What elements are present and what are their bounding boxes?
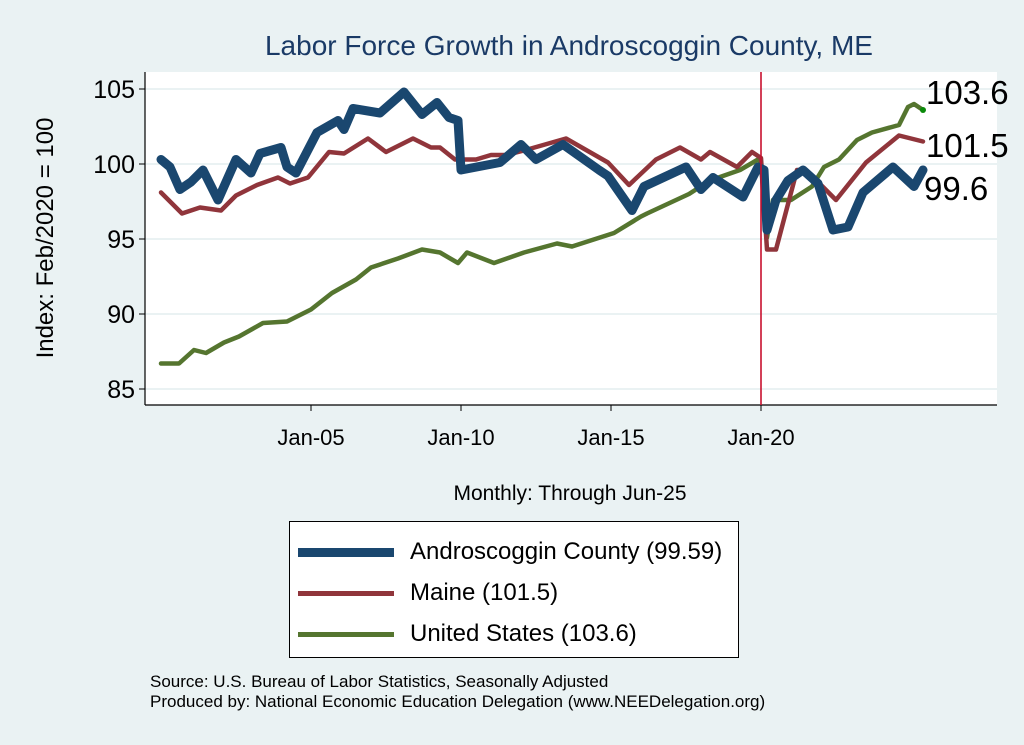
chart-title: Labor Force Growth in Androscoggin Count… <box>264 30 873 61</box>
legend-label: Androscoggin County (99.59) <box>410 538 723 565</box>
legend-item-maine: Maine (101.5) <box>298 575 558 611</box>
y-axis-label: Index: Feb/2020 = 100 <box>32 117 59 359</box>
x-tick-label: Jan-05 <box>277 425 344 450</box>
x-axis-label: Monthly: Through Jun-25 <box>453 482 687 505</box>
x-tick-label: Jan-10 <box>427 425 494 450</box>
y-tick-label: 85 <box>107 376 135 404</box>
y-tick-label: 100 <box>93 151 135 179</box>
legend-swatch <box>298 547 394 557</box>
y-tick-label: 95 <box>107 226 135 254</box>
x-tick-label: Jan-20 <box>727 425 794 450</box>
legend-label: Maine (101.5) <box>410 579 559 606</box>
source-note: Source: U.S. Bureau of Labor Statistics,… <box>150 672 609 691</box>
legend-swatch <box>298 590 394 596</box>
legend-item-androscoggin: Androscoggin County (99.59) <box>298 534 722 570</box>
legend-label: United States (103.6) <box>410 620 637 647</box>
end-point-marker <box>920 107 926 113</box>
legend-swatch <box>298 631 394 637</box>
y-tick-label: 105 <box>93 76 135 104</box>
legend-item-united-states: United States (103.6) <box>298 616 637 652</box>
end-value-label: 101.5 <box>926 127 1009 164</box>
x-tick-label: Jan-15 <box>577 425 644 450</box>
end-value-label: 99.6 <box>924 170 988 207</box>
y-tick-label: 90 <box>107 301 135 329</box>
legend: Androscoggin County (99.59) Maine (101.5… <box>289 521 739 658</box>
series-line-2 <box>158 101 926 366</box>
producer-note: Produced by: National Economic Education… <box>150 692 766 711</box>
end-value-label: 103.6 <box>926 74 1009 111</box>
series-line-0 <box>156 87 928 235</box>
